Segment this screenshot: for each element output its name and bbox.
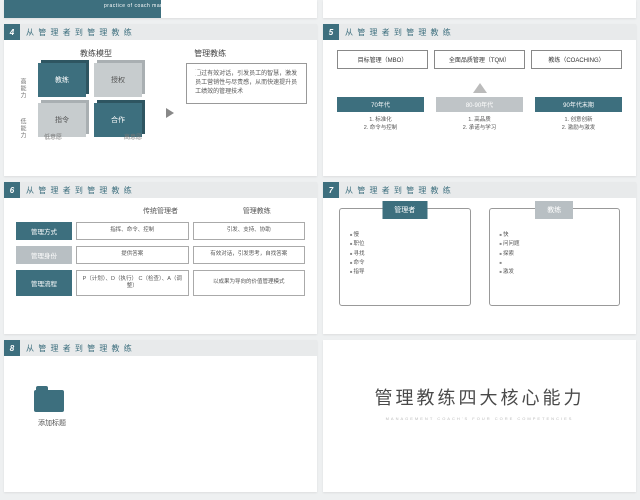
slide-8: 8 从 管 理 者 到 管 理 教 练 添加标题 [4, 340, 317, 492]
slide-number: 5 [323, 24, 339, 40]
era-0: 70年代 [337, 97, 424, 112]
top-box-2: 教练（COACHING） [531, 50, 622, 69]
axis-y-low: 低能力 [18, 118, 27, 139]
era-1: 80-90年代 [436, 97, 523, 112]
tag-manager: 管理者 [382, 201, 427, 219]
col-manager: 管理者 慢 职位 寻找 命令 指导 [339, 208, 471, 306]
coach-list: 快 问问题 探索 激发 [500, 231, 610, 278]
top-slide-right [323, 0, 636, 18]
axis-x-low: 低意愿 [44, 132, 62, 141]
row-2-r: 以成果为导向的价值管理模式 [193, 270, 306, 296]
section-subtitle: MANAGEMENT COACH'S FOUR CORE COMPETENCIE… [323, 416, 636, 421]
row-2-l: P（计划）、D（执行） C（检查）、A（调整） [76, 270, 189, 296]
arrow-up-icon [473, 83, 487, 93]
slide-4: 4 从 管 理 者 到 管 理 教 练 教练模型 高能力 低能力 教练 授权 指… [4, 24, 317, 176]
slide-title: 从 管 理 者 到 管 理 教 练 [20, 24, 317, 40]
slide-number: 8 [4, 340, 20, 356]
row-0-l: 指挥、命令、控制 [76, 222, 189, 240]
row-1-r: 有效对话，引发思考，自找答案 [193, 246, 306, 264]
folder-icon [34, 390, 64, 412]
slide-title: 从 管 理 者 到 管 理 教 练 [20, 182, 317, 198]
slide-number: 7 [323, 182, 339, 198]
arrow-icon [166, 108, 174, 118]
row-0-r: 引发、支持、协助 [193, 222, 306, 240]
slide-7: 7 从 管 理 者 到 管 理 教 练 管理者 慢 职位 寻找 命令 指导 教练… [323, 182, 636, 334]
row-label-0: 管理方式 [16, 222, 72, 240]
axis-y-high: 高能力 [18, 78, 27, 99]
era-2: 90年代末期 [535, 97, 622, 112]
col-coach: 教练 快 问问题 探索 激发 [489, 208, 621, 306]
era-0-items: 1. 标准化 2. 命令与控制 [337, 116, 424, 133]
slide-5: 5 从 管 理 者 到 管 理 教 练 目标管理（MBO） 全面品质管理（TQM… [323, 24, 636, 176]
era-1-items: 1. 高品质 2. 承诺与学习 [436, 116, 523, 133]
axis-x-high: 高意愿 [124, 132, 142, 141]
row-label-2: 管理流程 [16, 270, 72, 296]
slide-number: 6 [4, 182, 20, 198]
col-right: 管理教练 [209, 206, 305, 216]
slide-number: 4 [4, 24, 20, 40]
right-text: 通过有效对话，引发员工的智慧，激发员工营销性与尽责感，从而快速提升员工绩效的管理… [186, 63, 307, 104]
section-title: 管理教练四大核心能力 [323, 384, 636, 410]
tag-coach: 教练 [535, 201, 573, 219]
slide-title: 从 管 理 者 到 管 理 教 练 [20, 340, 317, 356]
top-box-1: 全面品质管理（TQM） [434, 50, 525, 69]
era-2-items: 1. 创意创新 2. 激励与激发 [535, 116, 622, 133]
top-slide-left: practice of coach management [4, 0, 317, 18]
slide-6: 6 从 管 理 者 到 管 理 教 练 传统管理者 管理教练 管理方式 指挥、命… [4, 182, 317, 334]
add-title-label: 添加标题 [38, 418, 301, 428]
col-left: 传统管理者 [112, 206, 208, 216]
right-title: 管理教练 [194, 48, 307, 59]
manager-list: 慢 职位 寻找 命令 指导 [350, 231, 460, 278]
slide-9: 管理教练四大核心能力 MANAGEMENT COACH'S FOUR CORE … [323, 340, 636, 492]
slide-title: 从 管 理 者 到 管 理 教 练 [339, 24, 636, 40]
matrix-tl: 教练 [38, 63, 86, 97]
model-title: 教练模型 [14, 48, 178, 59]
top-subtitle: practice of coach management [104, 3, 186, 9]
slide-title: 从 管 理 者 到 管 理 教 练 [339, 182, 636, 198]
top-box-0: 目标管理（MBO） [337, 50, 428, 69]
matrix: 教练 授权 指令 合作 [38, 63, 158, 143]
matrix-tr: 授权 [94, 63, 142, 97]
row-label-1: 管理身份 [16, 246, 72, 264]
row-1-l: 提供答案 [76, 246, 189, 264]
